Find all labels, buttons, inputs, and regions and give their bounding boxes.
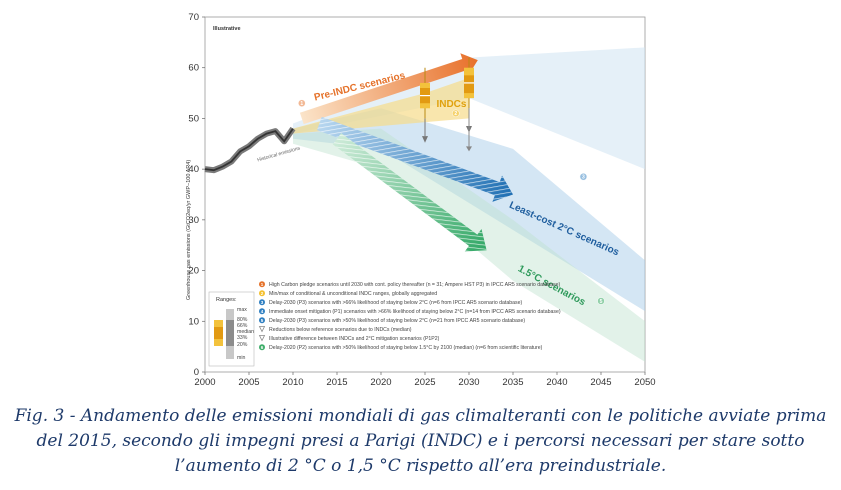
indc-range-bars: [420, 57, 474, 152]
legend-marker: [259, 317, 265, 324]
legend-arrow-marker: [258, 326, 266, 333]
indc-label: INDCs: [436, 99, 466, 110]
legend-number: 3: [261, 300, 264, 305]
axis-ticks: 2000 2005 2010 2015 2020 2025 2030 2035 2040 2045…: [188, 12, 655, 388]
chart-legend: 1 High Carbon pledge scenarios until 2030…: [258, 281, 561, 351]
legend-number: 5: [261, 318, 264, 323]
two-degree-arrow-hatch: [316, 116, 514, 202]
caption-line-2: del 2015, secondo gli impegni presi a Pa…: [36, 431, 805, 451]
scenario-number-marker: [298, 99, 306, 107]
legend-arrow-marker: [258, 335, 266, 342]
y-tick-label: 30: [188, 215, 199, 226]
figure-caption: Fig. 3 - Andamento delle emissioni mondi…: [0, 404, 841, 479]
legend-marker: [259, 299, 265, 306]
y-tick-label: 20: [188, 266, 199, 277]
historical-line: [204, 128, 294, 172]
one-five-arrow: [332, 133, 487, 252]
y-tick-label: 70: [188, 12, 199, 23]
scenario-number-text: 5: [600, 299, 603, 305]
ranges-key-swatch-inner: [214, 327, 223, 339]
x-tick-label: 2015: [326, 377, 347, 388]
legend-entry-text: Immediate onset mitigation (P1) scenario…: [269, 309, 561, 315]
legend-entry-text: High Carbon pledge scenarios until 2030 …: [269, 282, 561, 288]
legend-number: 6: [261, 345, 264, 350]
scenario-number-marker: [597, 297, 605, 305]
scenario-arrows: [299, 53, 514, 252]
x-tick-label: 2005: [238, 377, 259, 388]
reduction-arrowhead: [422, 136, 428, 143]
one-five-band: [293, 128, 645, 362]
x-tick-label: 2040: [546, 377, 567, 388]
caption-line-3: l’aumento di 2 °C o 1,5 °C rispetto all’…: [174, 456, 667, 476]
x-tick-label: 2050: [634, 377, 655, 388]
y-tick-label: 0: [194, 367, 199, 378]
y-tick-label: 50: [188, 113, 199, 124]
x-tick-label: 2010: [282, 377, 303, 388]
legend-entry-text: Delay-2030 (P3) scenarios with >50% like…: [269, 318, 525, 324]
y-tick-label: 10: [188, 316, 199, 327]
legend-marker: [259, 308, 265, 315]
ranges-key-label: max: [237, 307, 247, 313]
scenario-number-marker: [452, 109, 460, 118]
y-tick-label: 40: [188, 164, 199, 175]
legend-number: 4: [261, 309, 264, 314]
ranges-key-label: 66%: [237, 323, 248, 329]
historical-emissions: [204, 126, 296, 174]
legend-marker: [259, 290, 265, 297]
legend-marker: [259, 344, 265, 351]
pre-indc-band: [293, 47, 645, 170]
legend-number: 1: [261, 282, 264, 287]
legend-number: 2: [261, 291, 264, 296]
panel-label: Illustrative: [213, 26, 241, 32]
one-five-arrow-hatch: [332, 133, 487, 252]
x-tick-label: 2000: [194, 377, 215, 388]
y-axis-label: Greenhouse gas emissions (GtCO2eq/yr GWP…: [186, 160, 192, 300]
ranges-key-label: median: [237, 329, 254, 335]
legend-entry-text: Delay-2020 (P2) scenarios with >50% like…: [269, 345, 543, 351]
legend-entry-text: Delay-2030 (P3) scenarios with >66% like…: [269, 300, 522, 306]
ranges-key-title: Ranges:: [216, 297, 237, 303]
x-tick-label: 2035: [502, 377, 523, 388]
indc-gap-arrowhead: [466, 146, 472, 152]
scenario-number-text: 2: [454, 111, 457, 117]
two-degree-arrow: [316, 116, 514, 202]
legend-entry-text: Min/max of conditional & unconditional I…: [269, 291, 437, 297]
x-tick-label: 2025: [414, 377, 435, 388]
ranges-key-label: 33%: [237, 335, 248, 341]
ranges-key-label: min: [237, 355, 245, 361]
legend-marker: [259, 281, 265, 288]
x-tick-label: 2030: [458, 377, 479, 388]
pre-indc-arrow-body: [299, 53, 478, 125]
scenario-number-marker: [579, 173, 588, 181]
pre-indc-arrow: [299, 53, 478, 125]
legend-entry-text: Reductions below reference scenarios due…: [269, 327, 412, 333]
scenario-number-text: 3: [582, 175, 585, 181]
caption-line-1: Fig. 3 - Andamento delle emissioni mondi…: [14, 406, 827, 426]
indc-box-inner: [464, 75, 474, 94]
x-tick-label: 2020: [370, 377, 391, 388]
ranges-key-label: 80%: [237, 317, 248, 323]
ranges-key-grey-inner: [226, 320, 234, 346]
scenario-number-text: 1: [300, 101, 303, 107]
legend-entry-text: Illustrative difference between INDCs an…: [269, 336, 440, 342]
y-tick-label: 60: [188, 63, 199, 74]
ranges-key-label: 20%: [237, 342, 248, 348]
x-tick-label: 2045: [590, 377, 611, 388]
emissions-chart: Illustrative Greenhouse gas emissions (G…: [186, 12, 656, 388]
